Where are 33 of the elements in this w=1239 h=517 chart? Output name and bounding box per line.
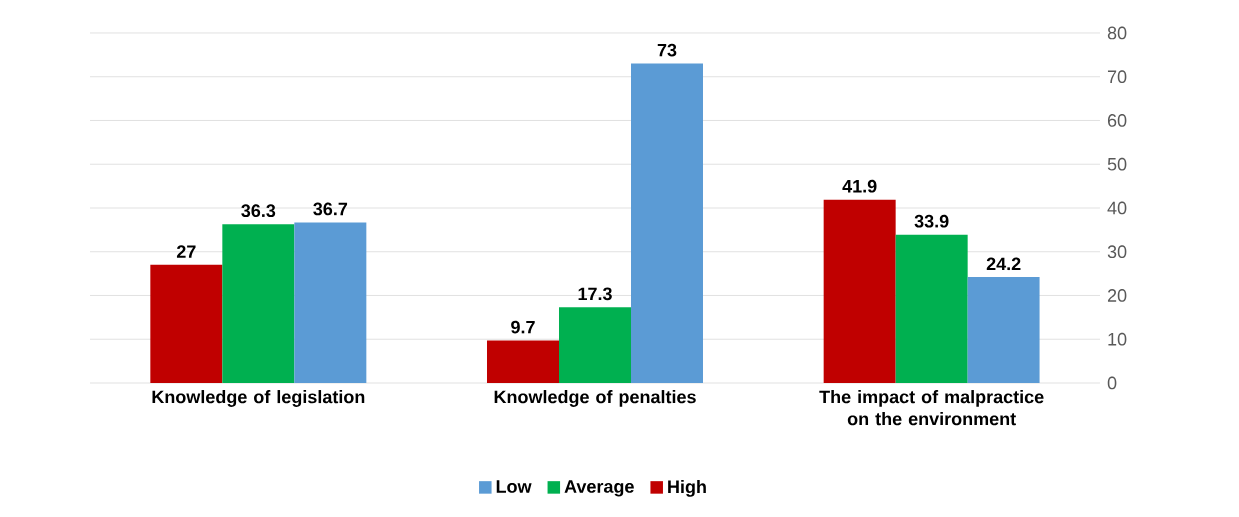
- y-tick-label: 60: [1107, 114, 1127, 127]
- y-tick-label: 20: [1107, 289, 1127, 302]
- bar: [631, 63, 703, 383]
- y-tick-label: 80: [1107, 26, 1127, 40]
- bar: [559, 307, 631, 383]
- bar: [487, 340, 559, 383]
- x-tick-label: Knowledge of penalties: [494, 390, 696, 407]
- y-tick-label: 10: [1108, 332, 1127, 346]
- legend-label: Low: [496, 480, 532, 493]
- bar: [967, 277, 1040, 383]
- legend-label: Average: [564, 480, 634, 497]
- legend-label: High: [668, 479, 706, 497]
- bar: [823, 199, 896, 383]
- bar: [895, 234, 968, 383]
- y-tick-label: 70: [1107, 70, 1127, 84]
- data-label: 41.9: [842, 179, 877, 193]
- y-tick-label: 0: [1107, 376, 1117, 390]
- data-label: 27: [176, 245, 196, 258]
- y-tick-label: 50: [1107, 157, 1127, 171]
- data-label: 36.7: [313, 202, 348, 216]
- y-tick-label: 40: [1107, 201, 1127, 215]
- x-tick-label: Knowledge of legislation: [152, 390, 365, 407]
- data-label: 36.3: [241, 204, 276, 218]
- data-label: 24.2: [986, 257, 1021, 271]
- data-label: 9.7: [511, 320, 535, 334]
- bar: [222, 224, 295, 383]
- bar: [150, 264, 223, 383]
- y-tick-label: 30: [1107, 245, 1127, 259]
- bar: [294, 222, 367, 383]
- data-label: 73: [657, 43, 677, 57]
- x-tick-label: The impact of malpractice on the environment: [819, 390, 1044, 426]
- data-label: 17.3: [578, 287, 612, 301]
- data-label: 33.9: [914, 214, 949, 228]
